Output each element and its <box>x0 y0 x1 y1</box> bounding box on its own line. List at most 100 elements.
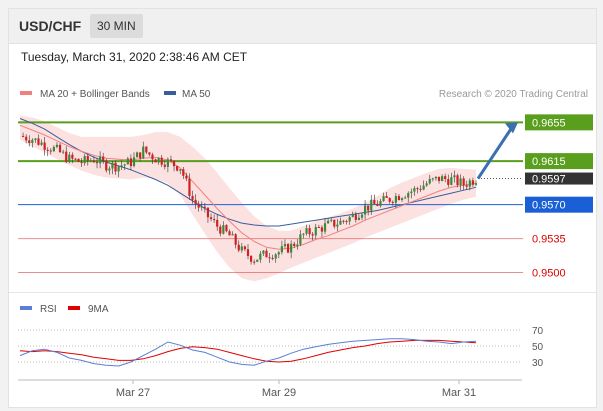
candle-up <box>259 253 262 260</box>
chart-timestamp: Tuesday, March 31, 2020 2:38:46 AM CET <box>21 50 248 64</box>
candle-down <box>286 244 290 253</box>
candle-up <box>111 162 114 169</box>
forecast-arrow-shaft <box>476 126 514 180</box>
candle-up <box>274 254 277 259</box>
candle-up <box>474 183 478 185</box>
candle-down <box>419 188 422 190</box>
candle-down <box>219 226 222 234</box>
candle-up <box>357 217 361 220</box>
candle-down <box>206 207 210 218</box>
candle-down <box>46 149 49 151</box>
chart-credit: Research © 2020 Trading Central <box>439 89 588 100</box>
candle-down <box>185 175 188 179</box>
candle-up <box>52 147 55 152</box>
candle-down <box>293 243 296 247</box>
candle-down <box>92 160 96 163</box>
candle-up <box>360 214 364 218</box>
candle-down <box>237 244 240 251</box>
candle-down <box>80 161 83 164</box>
candle-up <box>379 200 382 206</box>
ma20-legend-swatch <box>20 91 32 95</box>
candle-up <box>370 199 373 211</box>
ma50-line <box>19 118 477 227</box>
candle-up <box>62 151 65 153</box>
moving-averages <box>19 118 477 250</box>
candle-down <box>311 234 314 236</box>
candle-down <box>129 158 133 167</box>
candle-up <box>31 139 34 144</box>
candle-down <box>151 154 154 160</box>
candle-up <box>299 234 302 245</box>
candle-up <box>348 216 351 222</box>
candle-up <box>280 246 283 253</box>
rsi-tick-label: 50 <box>532 342 544 353</box>
candle-down <box>213 219 216 221</box>
price-level-labels: 0.9655 0.9615 0.9597 0.9570 0.9535 0.9500 <box>525 114 593 279</box>
rsi-legend-label: RSI <box>40 304 57 315</box>
support-label-box <box>525 196 593 213</box>
candle-down <box>317 227 320 229</box>
forecast-arrow-head <box>505 122 518 134</box>
candle-down <box>176 166 179 171</box>
support-label: 0.9570 <box>532 200 566 212</box>
candle-up <box>222 225 225 234</box>
ma20-line <box>19 124 477 250</box>
candle-up <box>283 244 287 247</box>
candle-down <box>169 159 173 161</box>
candle-down <box>265 250 268 258</box>
candle-up <box>290 243 293 253</box>
ma9-legend-label: 9MA <box>88 304 109 315</box>
rsi-ma9-line <box>19 339 477 363</box>
candle-up <box>330 219 333 221</box>
resistance-label-box <box>525 114 593 131</box>
candle-down <box>194 199 197 204</box>
candle-up <box>413 188 416 192</box>
ma50-legend-label: MA 50 <box>182 89 211 100</box>
rsi-tick-label: 30 <box>532 358 544 369</box>
candle-down <box>188 178 191 197</box>
timeframe-badge[interactable]: 30 MIN <box>90 14 143 38</box>
candle-up <box>55 144 59 148</box>
currency-pair-title: USD/CHF <box>19 18 82 34</box>
candle-down <box>465 185 468 187</box>
candle-up <box>89 160 92 162</box>
candle-down <box>160 157 163 165</box>
candle-down <box>148 152 151 155</box>
candle-up <box>394 196 397 203</box>
candle-up <box>68 154 71 162</box>
candle-down <box>154 159 157 163</box>
candle-down <box>391 201 394 203</box>
candle-up <box>400 198 404 201</box>
candle-down <box>25 136 28 141</box>
candle-up <box>135 152 139 158</box>
ma50-legend-swatch <box>164 91 176 95</box>
candle-down <box>77 158 80 162</box>
candle-down <box>345 221 348 223</box>
candle-up <box>132 157 136 167</box>
candle-up <box>450 177 453 185</box>
candle-down <box>86 156 89 161</box>
candle-up <box>425 183 428 186</box>
candle-up <box>407 193 410 198</box>
minor-level-label: 0.9500 <box>532 267 566 279</box>
candlesticks <box>21 132 478 265</box>
candle-up <box>363 205 367 215</box>
candle-down <box>58 144 62 153</box>
candle-up <box>142 146 145 159</box>
candle-up <box>200 206 203 208</box>
candle-up <box>117 166 120 172</box>
candle-up <box>434 176 438 179</box>
candle-down <box>182 169 185 176</box>
resistance-label: 0.9655 <box>532 117 566 129</box>
candle-up <box>404 197 407 199</box>
x-tick-label: Mar 27 <box>116 387 150 399</box>
candle-down <box>268 257 271 259</box>
candle-down <box>271 257 274 259</box>
candle-down <box>234 234 237 245</box>
candle-up <box>157 157 160 163</box>
candle-up <box>83 156 86 164</box>
candle-up <box>99 156 102 164</box>
candle-up <box>314 227 317 236</box>
candle-down <box>462 178 465 186</box>
candle-down <box>139 152 142 159</box>
